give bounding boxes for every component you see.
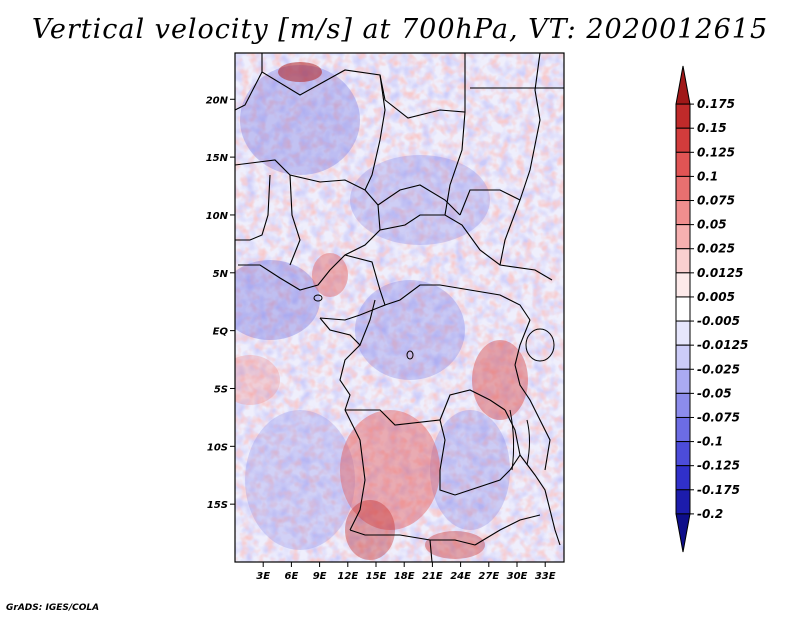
colorbar-swatch [675,151,691,177]
colorbar-label: -0.175 [697,483,740,497]
lat-label: 5S [214,384,228,395]
colorbar-swatch [675,103,691,129]
colorbar-swatch [675,489,691,515]
colorbar-label: 0.075 [697,194,735,208]
lat-label: 15S [207,500,228,511]
lon-label: 3E [256,571,270,582]
colorbar-label: 0.1 [697,169,718,183]
lat-label: 5N [213,269,229,280]
lat-label: 15N [206,153,229,164]
colorbar-swatch [675,127,691,153]
chart-title: Vertical velocity [m/s] at 700hPa, VT: 2… [31,14,769,45]
colorbar-label: 0.175 [697,97,735,111]
lat-label: EQ [213,327,229,338]
colorbar-label: -0.1 [697,435,723,449]
velocity-field [235,53,564,562]
axis-ticks: 20N 15N 10N 5N EQ 5S 10S 15S 3E 6E 9E 12E 15E 18E 21E 2… [206,95,556,582]
lon-label: 6E [285,571,299,582]
colorbar-label: -0.075 [697,410,740,424]
colorbar-swatch [675,248,691,274]
colorbar-swatch [675,416,691,443]
lon-label: 27E [478,571,499,582]
colorbar-swatch [675,175,691,202]
lat-label: 20N [206,95,229,106]
colorbar-top-arrow [675,65,691,105]
colorbar-label: -0.0125 [697,338,748,352]
colorbar-swatch [675,344,691,370]
colorbar-label: 0.005 [697,290,735,304]
colorbar-label: 0.125 [697,145,735,159]
colorbar-label: -0.125 [697,459,740,473]
colorbar-swatch [675,392,691,418]
colorbar-swatch [675,296,691,322]
lon-label: 15E [366,571,387,582]
colorbar-swatch [675,320,691,346]
grads-credit: GrADS: IGES/COLA [6,603,100,613]
lakes [313,294,555,471]
country-borders [235,53,564,562]
colorbar-label: -0.2 [697,507,723,521]
colorbar-swatch [675,200,691,226]
colorbar-bottom-arrow [675,513,691,553]
lon-label: 21E [422,571,443,582]
colorbar-label: 0.15 [697,121,727,135]
colorbar-label: 0.025 [697,242,735,256]
lon-label: 30E [507,571,528,582]
colorbar-label: 0.05 [697,218,727,232]
colorbar-label: 0.0125 [697,266,743,280]
colorbar-swatch [675,465,691,491]
colorbar-swatch [675,441,691,467]
lat-label: 10N [206,211,229,222]
colorbar-label: -0.025 [697,362,740,376]
map-frame [234,52,565,563]
colorbar: 0.175 0.15 0.125 0.1 0.075 0.05 0.025 0.0125 0.0… [675,65,748,553]
colorbar-swatch [675,224,691,250]
lon-label: 33E [535,571,556,582]
lon-label: 18E [394,571,415,582]
lon-label: 9E [313,571,327,582]
lon-label: 12E [337,571,358,582]
colorbar-swatch [675,272,691,298]
colorbar-label: -0.05 [697,386,732,400]
lon-label: 24E [450,571,471,582]
lat-label: 10S [207,442,228,453]
colorbar-label: -0.005 [697,314,740,328]
colorbar-swatch [675,368,691,394]
